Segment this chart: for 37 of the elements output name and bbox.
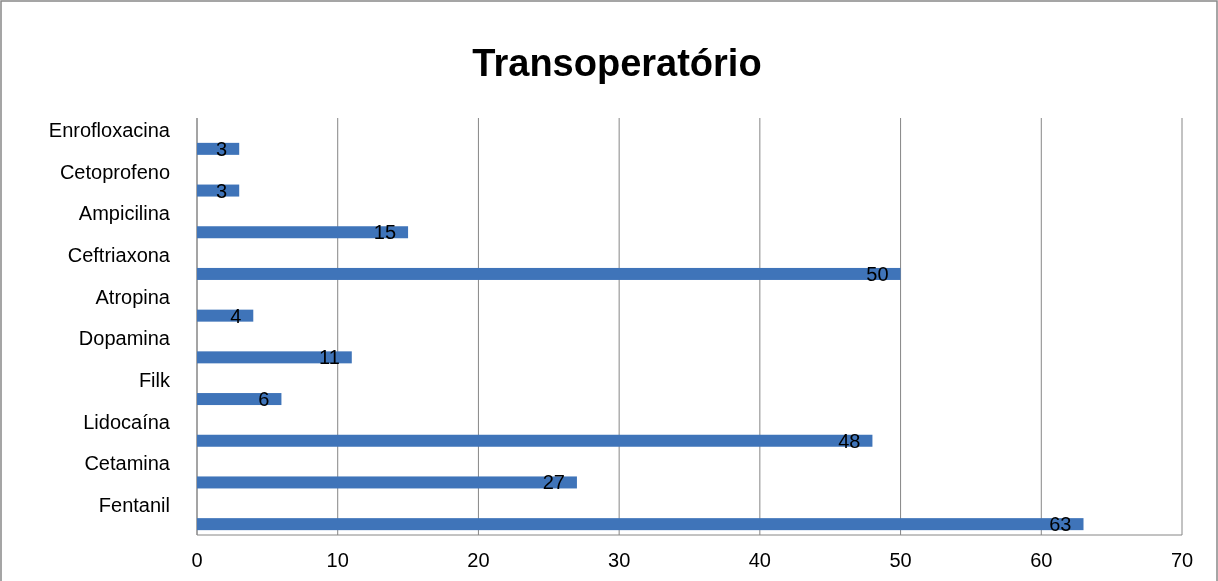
bar [197,393,282,406]
data-label: 50 [866,262,889,285]
chart-title: Transoperatório [472,42,762,84]
y-tick-label: Ampicilina [78,202,171,225]
x-tick-label: 30 [608,549,631,571]
y-tick-label: Lidocaína [83,410,171,433]
bar [197,226,409,239]
y-tick-label: Ceftriaxona [67,243,171,266]
bar [197,476,577,489]
data-label: 48 [838,429,861,452]
y-tick-label: Fentanil [98,494,170,517]
x-tick-label: 60 [1030,549,1053,571]
x-tick-label: 50 [889,549,912,571]
data-label: 15 [373,221,397,244]
bar [197,351,352,364]
y-tick-label: Cetamina [84,452,171,475]
bar [197,267,901,280]
y-tick-label: Cetoprofeno [59,160,170,183]
data-label: 3 [216,137,228,160]
bar [197,309,254,322]
y-tick-label: Dopamina [78,327,171,350]
data-label: 4 [230,304,242,327]
x-tick-label: 0 [191,549,203,571]
data-label: 3 [216,179,228,202]
bar [197,434,873,447]
y-tick-label: Atropina [95,285,171,308]
data-label: 27 [542,471,565,494]
x-tick-label: 10 [326,549,349,571]
data-label: 11 [319,346,340,369]
x-tick-label: 70 [1170,549,1194,571]
y-tick-label: Filk [138,369,171,392]
y-tick-label: Enrofloxacina [48,118,171,141]
data-label: 6 [258,388,270,411]
x-tick-label: 20 [467,549,490,571]
data-label: 63 [1049,513,1072,536]
x-tick-label: 40 [748,549,771,571]
bar [197,518,1084,531]
